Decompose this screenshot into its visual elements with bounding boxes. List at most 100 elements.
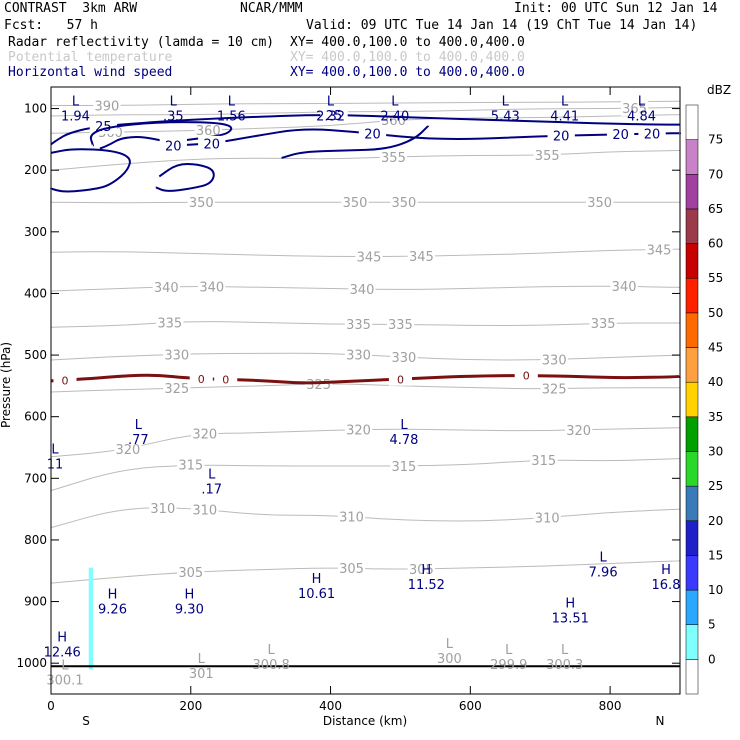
theta-contours: 305 305 305 310 310 310 310 315 315 315 320 320 320 3… [50,97,681,584]
theta-label-335-2-bg [386,316,415,333]
freezing-label-2: 0 [222,374,229,387]
colorbar-swatch-14 [685,174,699,210]
hl-value-3: 2.32 [316,109,345,124]
wind-label-2-1-bg [198,135,226,152]
x-end-label-south: S [82,714,90,728]
wind-label-2-2: 20 [364,127,381,142]
freezing-label-1-bg [189,372,213,386]
plot-frame [50,86,681,695]
x-tick-label-200: 200 [179,699,202,713]
theta-label-335-0: 335 [157,316,182,331]
hl-letter-0: L [72,94,80,109]
surface-theta-letter-1: L [198,652,206,667]
hl-value-13: 16.8 [652,578,681,593]
theta-label-350-1-bg [341,194,369,211]
theta-label-320-0-bg [114,441,142,457]
colorbar-label-55: 55 [708,271,723,285]
theta-label-325-1: 325 [306,378,331,393]
colorbar-swatch-15 [685,139,699,175]
freezing-label-3: 0 [397,373,404,386]
theta-label-310-3: 310 [535,512,560,527]
theta-label-360-1-bg [194,122,222,138]
wind-contour-3 [281,125,430,159]
wind-label-0-1-bg [320,107,348,123]
field-3-xy: XY= 400.0,100.0 to 400.0,400.0 [290,65,525,80]
theta-label-340-2-bg [348,281,376,297]
theta-label-350-2: 350 [392,196,417,211]
hl-value-12: 7.96 [589,566,618,581]
hl-value-16: 9.26 [98,602,127,617]
y-tick-label-600: 600 [24,410,47,424]
theta-label-390-0: 390 [94,99,119,114]
hl-value-0: 1.94 [61,109,90,124]
theta-label-315-1-bg [390,458,418,474]
theta-label-320-2-bg [344,421,373,438]
theta-label-320-3: 320 [566,424,591,439]
hl-letter-15: H [312,572,322,587]
wind-label-2-4: 20 [612,128,629,143]
hl-value-19: 12.46 [44,646,81,661]
theta-label-340-1: 340 [199,280,224,295]
hl-value-17: 9.30 [175,602,204,617]
y-tick-label-400: 400 [24,286,47,300]
theta-label-360-2: 360 [381,114,406,129]
theta-line-365 [50,106,681,117]
freezing-level: 0 0 0 0 0 [50,368,682,387]
theta-label-350-2-bg [390,194,418,211]
hl-value-14: 11.52 [408,578,445,593]
colorbar-label-75: 75 [708,133,723,147]
y-tick-label-500: 500 [24,348,47,362]
center-title: NCAR/MMM [240,1,303,16]
hl-value-4: 2.40 [380,109,409,124]
theta-label-310-2-bg [337,508,366,525]
theta-label-340-0-bg [152,279,180,295]
theta-label-310-3-bg [533,509,561,526]
theta-line-315 [50,458,681,492]
field-1-name: Radar reflectivity (lamda = 10 cm) [8,35,275,50]
theta-label-325-2-bg [540,380,568,397]
theta-label-350-0-bg [187,194,215,211]
theta-label-345-2: 345 [647,243,672,258]
colorbar-label-50: 50 [708,306,723,320]
colorbar-swatch-4 [685,520,699,556]
theta-label-305-1-bg [337,560,366,577]
wind-label-2-3: 20 [553,130,570,145]
colorbar-label-20: 20 [708,514,723,528]
theta-label-305-2-bg [407,561,436,577]
hl-letter-6: L [561,94,569,109]
hl-value-6: 4.41 [550,109,579,124]
colorbar-swatch-16 [685,104,699,140]
surface-theta-letter-3: L [446,637,454,652]
colorbar-label-40: 40 [708,375,723,389]
colorbar-swatch-8 [685,381,699,418]
hl-letter-1: L [170,94,178,109]
theta-label-315-2-bg [530,452,558,468]
wind-label-2-0: 20 [165,139,182,154]
hl-value-2: 1.56 [217,109,246,124]
hl-letter-9: L [400,418,408,433]
colorbar-unit: dBZ [707,83,731,97]
colorbar-swatch-13 [685,208,699,244]
theta-label-340-3-bg [610,278,638,295]
hl-letter-5: L [502,94,510,109]
theta-label-310-0-bg [149,500,177,516]
theta-label-320-2: 320 [346,424,371,439]
field-2-xy: XY= 400.0,100.0 to 400.0,400.0 [290,50,525,65]
theta-label-320-3-bg [565,422,593,438]
theta-label-320-1-bg [191,425,219,442]
colorbar-label-70: 70 [708,167,723,181]
theta-label-350-3-bg [585,194,614,211]
hl-letter-12: L [599,551,607,566]
colorbar-label-10: 10 [708,583,723,597]
colorbar-label-0: 0 [708,652,716,666]
theta-label-340-3: 340 [612,280,637,295]
colorbar-label-65: 65 [708,202,723,216]
theta-line-305 [50,560,681,584]
colorbar-swatch-9 [685,347,699,383]
freezing-label-0: 0 [61,374,68,387]
forecast-hour: Fcst: 57 h [4,18,98,33]
hl-value-10: 11 [47,458,64,473]
y-tick-label-300: 300 [24,225,47,239]
colorbar-label-15: 15 [708,548,723,562]
